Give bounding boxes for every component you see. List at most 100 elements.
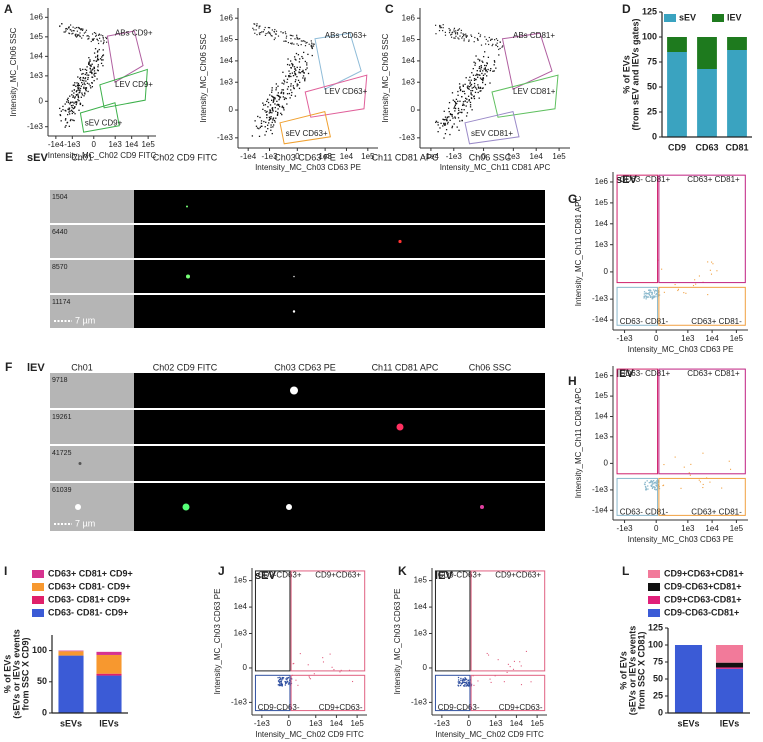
event-dot — [702, 483, 704, 486]
event-dot — [291, 42, 293, 44]
event-dot — [277, 85, 279, 87]
event-dot — [290, 94, 293, 96]
event-dot — [482, 55, 485, 58]
event-dot — [476, 73, 478, 75]
event-dot — [656, 290, 658, 292]
gate — [290, 674, 366, 712]
event-dot — [268, 122, 270, 124]
event-dot — [282, 71, 284, 73]
event-dot — [475, 87, 477, 89]
event-dot — [82, 34, 84, 37]
event-dot — [525, 650, 527, 652]
event-dot — [98, 33, 100, 35]
event-dot — [461, 37, 463, 39]
event-dot — [294, 58, 296, 60]
event-dot — [75, 36, 78, 38]
event-dot — [480, 78, 483, 80]
event-dot — [286, 677, 288, 679]
event-dot — [274, 121, 276, 123]
event-dot — [645, 298, 647, 300]
event-dot — [90, 65, 92, 67]
event-dot — [712, 263, 714, 265]
event-dot — [288, 76, 290, 78]
event-dot — [72, 107, 74, 110]
y-tick-label: 1e5 — [595, 391, 609, 400]
event-dot — [692, 284, 695, 287]
event-dot — [299, 38, 301, 40]
event-dot — [449, 133, 451, 136]
cell-spot — [290, 386, 298, 395]
event-dot — [465, 77, 467, 79]
event-dot — [87, 74, 90, 76]
event-dot — [77, 84, 79, 86]
channel-header: Ch03 CD63 PE — [274, 362, 336, 372]
x-tick-label: CD9 — [668, 142, 686, 152]
event-dot — [68, 111, 70, 113]
event-dot — [272, 101, 274, 103]
event-dot — [653, 483, 655, 485]
x-tick-label: 1e3 — [109, 140, 123, 149]
y-tick-label: 0 — [604, 458, 609, 467]
event-dot — [645, 295, 648, 297]
event-dot — [437, 121, 439, 124]
fluorescence-image — [134, 295, 545, 328]
event-dot — [465, 33, 467, 35]
x-tick-label: 1e4 — [530, 152, 544, 161]
y-axis-label: % of EVs — [2, 655, 12, 694]
event-dot — [479, 87, 481, 90]
event-dot — [72, 101, 74, 103]
x-axis-label: Intensity_MC_Ch03 CD63 PE — [628, 535, 734, 544]
event-dot — [444, 119, 446, 121]
event-dot — [489, 678, 491, 680]
event-dot — [454, 117, 457, 119]
event-dot — [453, 100, 456, 103]
event-dot — [307, 53, 309, 56]
event-dot — [82, 104, 84, 107]
event-dot — [716, 270, 718, 272]
event-dot — [459, 111, 461, 113]
gate-label: CD9+CD63- — [499, 703, 543, 712]
event-dot — [478, 59, 481, 61]
event-dot — [449, 113, 452, 115]
event-dot — [680, 487, 682, 489]
event-dot — [281, 678, 283, 680]
event-dot — [71, 106, 73, 109]
event-dot — [267, 26, 270, 29]
brightfield-image — [50, 295, 134, 328]
event-dot — [476, 74, 479, 76]
event-dot — [698, 275, 700, 277]
panel-title: lEV — [435, 570, 453, 582]
event-dot — [69, 119, 72, 122]
y-tick-label: 1e5 — [30, 32, 44, 41]
event-dot — [437, 131, 439, 133]
event-dot — [287, 86, 290, 88]
channel-header: Ch06 SSC — [469, 152, 512, 162]
event-dot — [652, 295, 654, 297]
event-dot — [461, 680, 464, 682]
x-tick-label: 1e3 — [318, 152, 332, 161]
event-dot — [77, 87, 79, 90]
event-dot — [487, 40, 489, 42]
event-dot — [256, 23, 258, 25]
event-dot — [674, 456, 676, 458]
y-tick-label: -1e3 — [592, 294, 609, 303]
event-dot — [72, 26, 74, 28]
event-dot — [101, 56, 103, 58]
event-dot — [70, 109, 73, 111]
event-dot — [82, 72, 84, 75]
panel-label: F — [5, 360, 12, 374]
event-dot — [453, 123, 455, 125]
event-dot — [295, 52, 298, 55]
y-tick-label: 1e5 — [414, 576, 428, 585]
event-dot — [466, 681, 468, 683]
event-dot — [263, 104, 265, 106]
event-dot — [272, 119, 274, 121]
event-dot — [477, 91, 479, 94]
x-axis-label: Intensity_MC_Ch02 CD9 FITC — [435, 730, 544, 739]
y-tick-label: 50 — [647, 81, 657, 91]
event-dot — [285, 40, 287, 42]
event-dot — [486, 62, 488, 65]
event-dot — [649, 481, 651, 484]
event-dot — [267, 101, 270, 104]
y-axis-label: Intensity_MC_Ch03 CD63 PE — [393, 589, 402, 695]
